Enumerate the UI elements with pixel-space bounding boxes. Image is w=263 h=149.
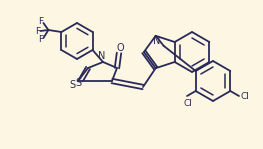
Text: Cl: Cl xyxy=(184,98,193,107)
Text: N: N xyxy=(98,51,106,61)
Text: O: O xyxy=(116,43,124,53)
Text: N: N xyxy=(153,36,160,46)
Text: S: S xyxy=(75,78,81,88)
Text: F: F xyxy=(35,27,40,35)
Text: S: S xyxy=(69,80,75,90)
Text: Cl: Cl xyxy=(241,91,249,100)
Text: F: F xyxy=(38,35,43,44)
Text: F: F xyxy=(38,17,43,27)
